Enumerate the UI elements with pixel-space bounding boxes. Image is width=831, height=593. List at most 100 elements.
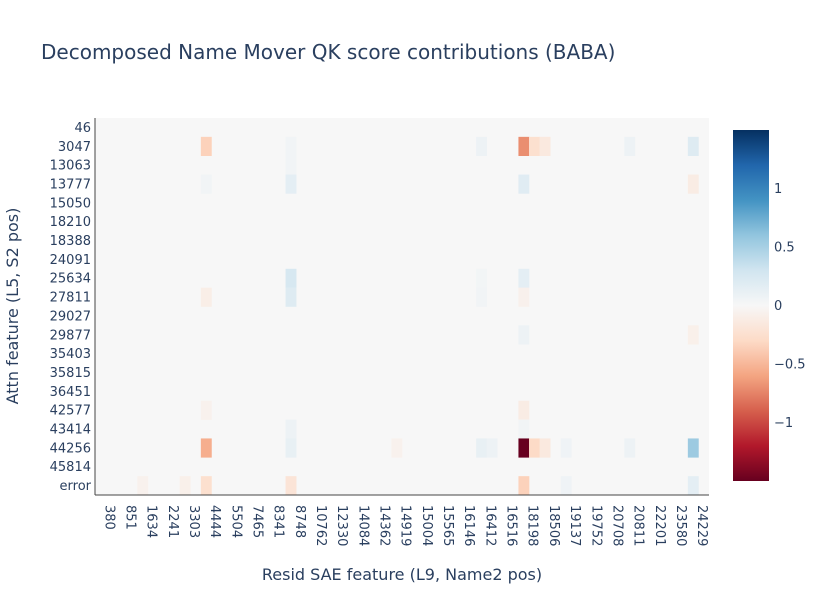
x-tick-label: 3303 xyxy=(186,505,201,538)
heatmap-cell xyxy=(285,136,297,156)
y-tick-label: 29027 xyxy=(50,309,91,324)
heatmap-cell xyxy=(518,438,530,458)
x-tick-label: 14084 xyxy=(355,505,370,546)
heatmap-cell xyxy=(539,438,551,458)
y-tick-label: 29877 xyxy=(50,328,91,343)
x-tick-label: 1634 xyxy=(144,505,159,538)
plot-area xyxy=(94,118,709,496)
x-tick-label: 18198 xyxy=(525,505,540,546)
colorbar-tick-label: −0.5 xyxy=(774,358,806,373)
heatmap-cell xyxy=(285,438,297,458)
heatmap-cell xyxy=(560,438,572,458)
x-axis-ticks: 380 851 1634 2241 3303 4444 5504 7465 8341 8748 10… xyxy=(101,505,709,546)
heatmap-cell xyxy=(200,400,212,420)
x-tick-label: 19137 xyxy=(567,505,582,546)
heatmap-cell xyxy=(179,476,191,496)
x-tick-label: 851 xyxy=(122,505,137,530)
heatmap-cell xyxy=(285,155,297,175)
x-tick-label: 8748 xyxy=(292,505,307,538)
heatmap-cell xyxy=(687,136,699,156)
heatmap-cell xyxy=(518,325,530,345)
x-tick-label: 24229 xyxy=(694,505,709,546)
y-tick-label: 42577 xyxy=(50,404,91,419)
y-tick-label: 13063 xyxy=(50,159,91,174)
heatmap-cell xyxy=(518,287,530,307)
y-tick-label: 24091 xyxy=(50,253,91,268)
y-tick-label: 18388 xyxy=(50,234,91,249)
heatmap-cell xyxy=(476,287,487,307)
y-tick-label: error xyxy=(60,479,92,494)
heatmap-cell xyxy=(518,136,530,156)
x-tick-label: 20811 xyxy=(631,505,646,546)
chart-title: Decomposed Name Mover QK score contribut… xyxy=(41,40,615,64)
heatmap-cell xyxy=(285,419,297,439)
x-tick-label: 19752 xyxy=(588,505,603,546)
x-tick-label: 16412 xyxy=(482,505,497,546)
heatmap-cell xyxy=(529,438,540,458)
x-axis-title: Resid SAE feature (L9, Name2 pos) xyxy=(262,565,542,584)
y-tick-label: 35815 xyxy=(50,366,91,381)
heatmap-cell xyxy=(687,325,699,345)
heatmap-cell xyxy=(518,400,530,420)
heatmap-cell xyxy=(529,136,540,156)
x-tick-label: 10762 xyxy=(313,505,328,546)
y-tick-label: 15050 xyxy=(50,196,91,211)
x-tick-label: 380 xyxy=(101,505,116,530)
heatmap-cell xyxy=(518,476,530,496)
heatmap-cell xyxy=(624,136,636,156)
heatmap-cell xyxy=(137,476,149,496)
x-tick-label: 15004 xyxy=(419,505,434,546)
heatmap-cell xyxy=(687,476,699,496)
x-tick-label: 15565 xyxy=(440,505,455,546)
y-tick-label: 27811 xyxy=(50,291,91,306)
heatmap-cell xyxy=(486,438,498,458)
x-tick-label: 4444 xyxy=(207,505,222,538)
heatmap-cell xyxy=(539,136,551,156)
heatmap-cell xyxy=(518,268,530,288)
colorbar-tick-label: 1 xyxy=(774,182,782,197)
heatmap-cell xyxy=(285,174,297,194)
heatmap-cell xyxy=(476,136,487,156)
heatmap-cell xyxy=(518,419,530,439)
x-tick-label: 18506 xyxy=(546,505,561,546)
y-tick-label: 44256 xyxy=(50,441,91,456)
heatmap-background xyxy=(95,118,709,495)
heatmap-cell xyxy=(476,438,487,458)
x-tick-label: 2241 xyxy=(165,505,180,538)
y-tick-label: 45814 xyxy=(50,460,91,475)
x-tick-label: 14362 xyxy=(377,505,392,546)
y-tick-label: 36451 xyxy=(50,385,91,400)
y-tick-label: 35403 xyxy=(50,347,91,362)
x-tick-label: 14919 xyxy=(398,505,413,546)
heatmap-cell xyxy=(391,438,403,458)
heatmap-cell xyxy=(200,136,212,156)
heatmap-cell xyxy=(518,174,530,194)
y-tick-label: 25634 xyxy=(50,272,91,287)
heatmap-cell xyxy=(200,174,212,194)
x-tick-label: 22201 xyxy=(652,505,667,546)
x-tick-label: 8341 xyxy=(271,505,286,538)
y-axis-title: Attn feature (L5, S2 pos) xyxy=(3,208,22,405)
heatmap-cell xyxy=(687,174,699,194)
heatmap-cell xyxy=(200,287,212,307)
x-tick-label: 12330 xyxy=(334,505,349,546)
heatmap-cell xyxy=(200,438,212,458)
x-tick-label: 23580 xyxy=(673,505,688,546)
heatmap-cell xyxy=(687,438,699,458)
colorbar-tick-label: 0.5 xyxy=(774,241,795,256)
x-tick-label: 5504 xyxy=(228,505,243,538)
colorbar: 1 0.5 0 −0.5 −1 xyxy=(733,130,806,481)
heatmap-cell xyxy=(476,268,487,288)
x-tick-label: 16516 xyxy=(504,505,519,546)
heatmap-cell xyxy=(560,476,572,496)
colorbar-tick-label: 0 xyxy=(774,299,782,314)
heatmap-cell xyxy=(285,268,297,288)
heatmap-cell xyxy=(624,438,636,458)
y-tick-label: 13777 xyxy=(50,177,91,192)
colorbar-gradient xyxy=(733,130,769,481)
y-axis-ticks: 46 3047 13063 13777 15050 18210 18388 24091 2563… xyxy=(50,121,92,494)
x-tick-label: 7465 xyxy=(250,505,265,538)
y-tick-label: 43414 xyxy=(50,423,91,438)
y-tick-label: 18210 xyxy=(50,215,91,230)
